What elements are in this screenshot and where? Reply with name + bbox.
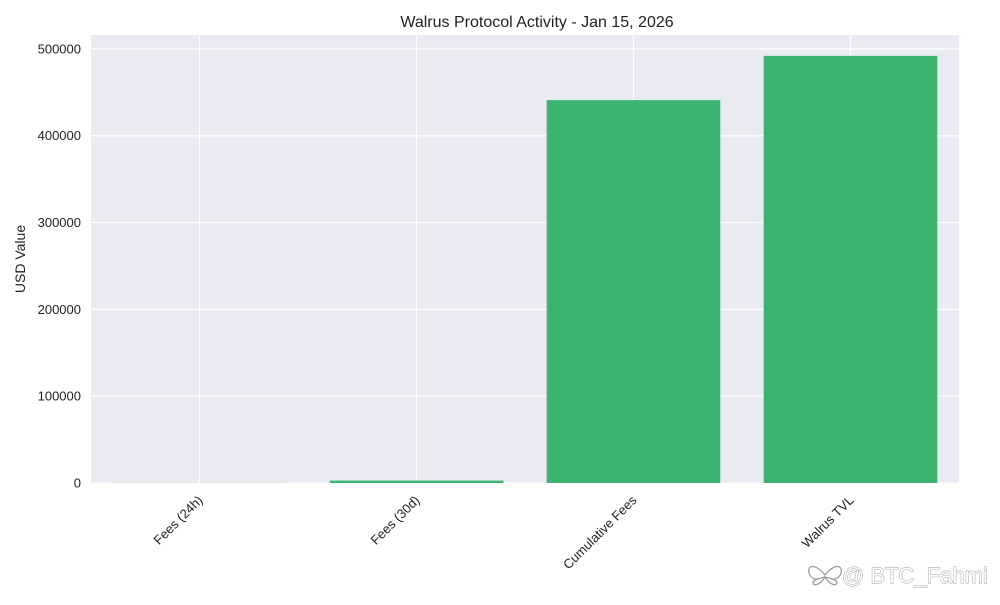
y-tick-label: 100000 xyxy=(38,389,81,404)
y-tick-label: 0 xyxy=(74,476,81,491)
chart-title: Walrus Protocol Activity - Jan 15, 2026 xyxy=(400,14,673,31)
y-tick-label: 400000 xyxy=(38,128,81,143)
x-axis-ticks: Fees (24h) Fees (30d) Cumulative Fees Walru… xyxy=(151,492,857,572)
x-tick-label: Fees (30d) xyxy=(368,493,423,548)
y-axis-label: USD Value xyxy=(12,225,28,293)
bar xyxy=(547,100,721,483)
y-axis-ticks: 0 100000 200000 300000 400000 500000 xyxy=(38,41,81,490)
y-tick-label: 500000 xyxy=(38,41,81,56)
y-tick-label: 200000 xyxy=(38,302,81,317)
x-tick-label: Walrus TVL xyxy=(799,493,857,551)
bar xyxy=(764,56,938,483)
butterfly-logo-icon xyxy=(809,567,842,585)
y-tick-label: 300000 xyxy=(38,215,81,230)
watermark-text: @ BTC_Fahmi xyxy=(842,563,988,588)
bar xyxy=(330,481,504,483)
watermark: @ BTC_Fahmi xyxy=(809,563,988,588)
x-tick-label: Fees (24h) xyxy=(151,493,206,548)
x-tick-label: Cumulative Fees xyxy=(560,492,640,572)
